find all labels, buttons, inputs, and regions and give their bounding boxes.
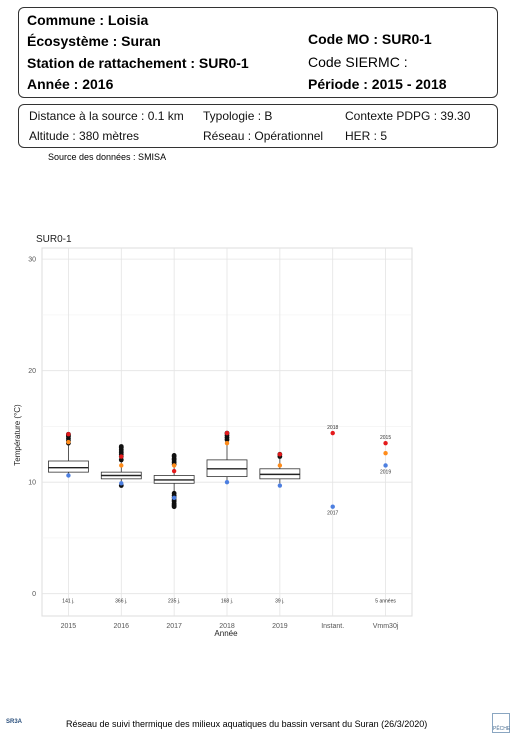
code-mo-label: Code MO : SUR0-1	[308, 31, 432, 47]
annual-max-point	[277, 452, 283, 457]
station-label: Station de rattachement : SUR0-1	[27, 55, 249, 71]
box-iqr	[48, 460, 89, 473]
day-count-label: 141 j.	[62, 599, 74, 605]
vmm30j-summary-max-point	[383, 440, 388, 446]
y-axis-label: Température (°C)	[13, 404, 22, 466]
peche-logo: PÊCHE	[492, 713, 510, 733]
x-tick-label: Instant.	[321, 623, 344, 630]
day-count-label: 39 j.	[275, 599, 284, 605]
day-count-label: 366 j.	[115, 599, 127, 605]
plot-panel: 0 10 20 30 2015 2016 2017 2018 2019 Instant. Vmm30…	[28, 247, 413, 630]
temperature-boxplot-chart: SUR0-1 0 10 20 30 2015 2016 2017 2018 2019 Instan…	[13, 234, 413, 638]
box-outlier-point	[118, 457, 124, 463]
annual-max-point	[66, 432, 71, 437]
commune-label: Commune : Loisia	[27, 12, 149, 28]
vmm30j-max-point	[119, 463, 124, 468]
vmm30j-summary-mid-point	[383, 450, 388, 456]
vmm30j-max-point	[277, 463, 283, 468]
vmm30j-min-point	[224, 479, 230, 485]
y-tick-label: 0	[32, 591, 36, 598]
annee-label: Année : 2016	[27, 76, 114, 92]
instant-min-year-label: 2017	[327, 511, 338, 517]
x-tick-label: Vmm30j	[373, 623, 399, 630]
box-outlier-point	[118, 444, 124, 449]
y-tick-label: 20	[28, 368, 36, 375]
vmm30j-min-year-label: 2019	[380, 469, 391, 475]
station-header-box: Commune : Loisia Écosystème : Suran Stat…	[18, 7, 498, 98]
code-siermc-label: Code SIERMC :	[308, 54, 408, 70]
day-count-label: 235 j.	[168, 599, 180, 605]
box-outlier-point	[171, 504, 177, 510]
years-count-label: 5 années	[375, 599, 396, 605]
x-axis-label: Année	[214, 629, 238, 638]
vmm30j-min-point	[277, 483, 283, 488]
day-count-label: 168 j.	[221, 599, 233, 605]
vmm30j-max-point	[224, 440, 230, 446]
ecosysteme-label: Écosystème : Suran	[27, 33, 161, 49]
x-tick-label: 2015	[61, 623, 77, 630]
periode-label: Période : 2015 - 2018	[308, 76, 447, 92]
footer-text: Réseau de suivi thermique des milieux aq…	[66, 719, 428, 729]
typologie-label: Typologie : B	[203, 109, 273, 123]
x-tick-label: 2016	[113, 623, 129, 630]
x-tick-label: 2017	[166, 623, 182, 630]
vmm30j-summary-min-point	[383, 463, 388, 468]
y-tick-label: 30	[28, 257, 36, 264]
distance-label: Distance à la source : 0.1 km	[29, 109, 184, 123]
station-info-box: Distance à la source : 0.1 km Typologie …	[18, 104, 498, 148]
box-outlier-point	[171, 453, 177, 458]
vmm30j-max-point	[171, 463, 177, 468]
x-tick-label: 2018	[219, 623, 235, 630]
vmm30j-min-point	[66, 473, 71, 478]
annual-max-point	[171, 468, 177, 474]
reseau-label: Réseau : Opérationnel	[203, 129, 324, 143]
y-tick-label: 10	[28, 480, 36, 487]
instant-max-point	[330, 430, 335, 436]
vmm30j-min-point	[119, 481, 124, 486]
annual-max-point	[119, 454, 124, 459]
vmm30j-max-year-label: 2015	[380, 435, 391, 441]
sr3a-logo: SR3A	[6, 719, 23, 725]
chart-title: SUR0-1	[36, 234, 72, 245]
annual-max-point	[224, 430, 230, 436]
vmm30j-max-point	[66, 439, 71, 445]
instant-min-point	[330, 504, 335, 509]
instant-max-year-label: 2018	[327, 425, 338, 431]
altitude-label: Altitude : 380 mètres	[29, 129, 140, 143]
data-source-note: Source des données : SMISA	[48, 152, 167, 162]
x-tick-label: 2019	[272, 623, 288, 630]
contexte-label: Contexte PDPG : 39.30	[345, 109, 471, 123]
vmm30j-min-point	[171, 495, 177, 500]
her-label: HER : 5	[345, 129, 388, 143]
